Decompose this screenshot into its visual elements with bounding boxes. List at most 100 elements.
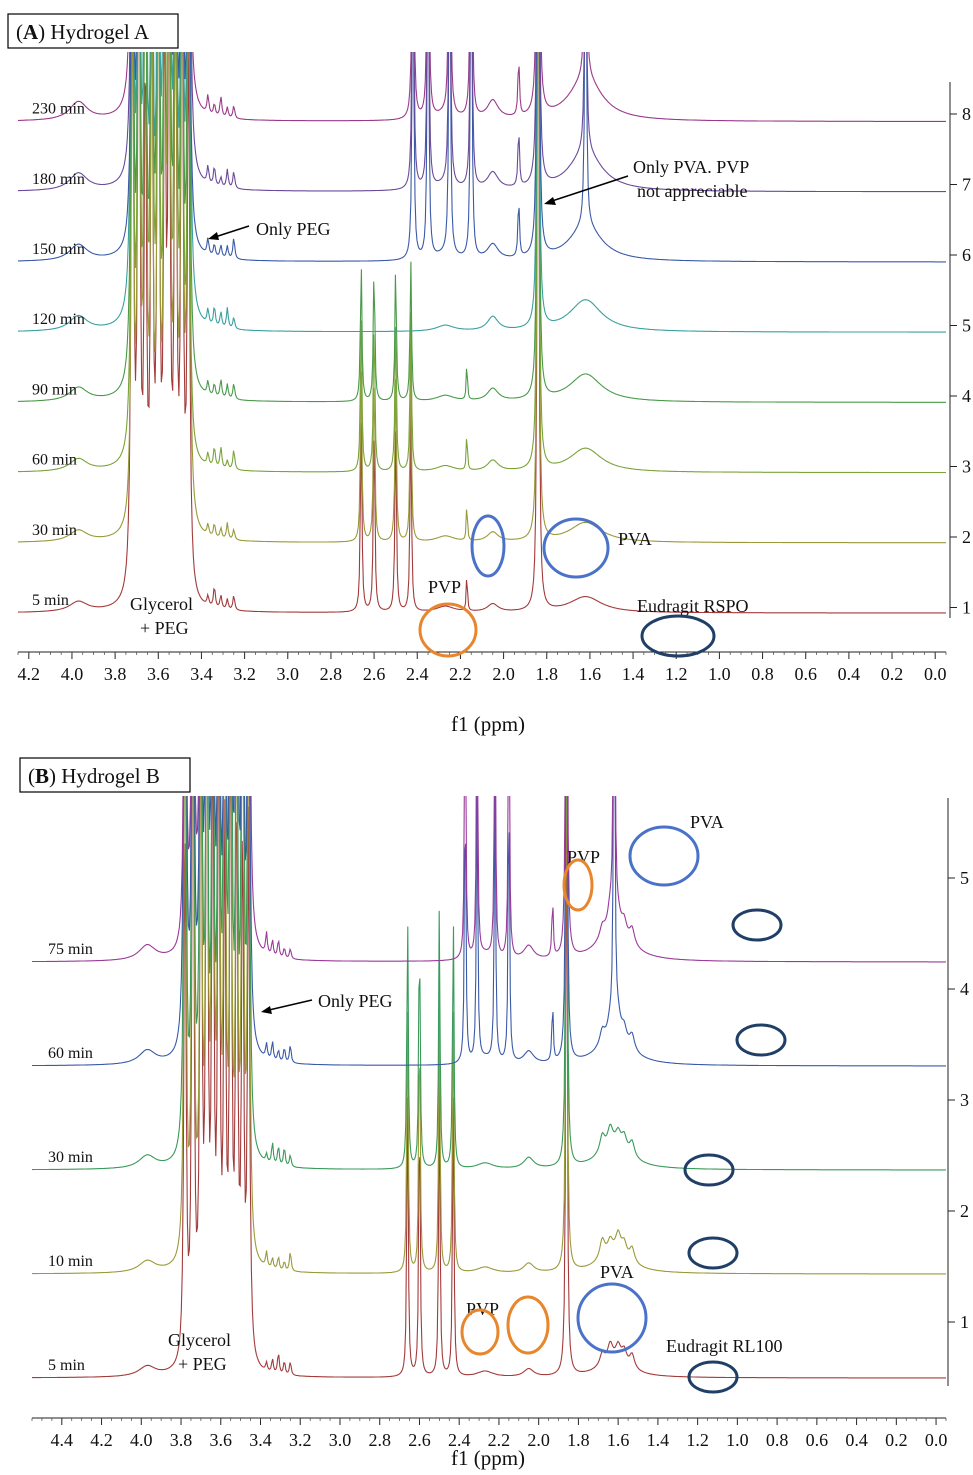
eudragit-circle-b-5 [687,1360,739,1394]
panel-b-spectra [32,796,946,1379]
panel-b: (B) Hydrogel B 4.4 4.2 4.0 3.8 3.6 3.4 3.2 3.0 2… [19,757,969,1470]
spectrum-line-a-6 [18,52,946,263]
y-tick-label: 4 [962,386,971,406]
x-tick-label: 0.6 [806,1430,829,1450]
x-tick-label: 3.0 [277,664,300,684]
x-tick-label: 0.8 [766,1430,789,1450]
annotation-glycerol-a: Glycerol [130,594,193,614]
panel-a-title-box [7,13,179,49]
x-tick-label: 0.0 [924,664,947,684]
x-tick-label: 4.0 [130,1430,153,1450]
x-tick-label: 4.2 [90,1430,113,1450]
x-tick-label: 1.0 [708,664,731,684]
annotation-peg-b: + PEG [178,1354,227,1374]
panel-a-y-ticks: 1 2 3 4 5 6 7 8 [950,104,971,618]
trace-label-a-6: 150 min [32,241,85,258]
x-tick-label: 1.2 [665,664,688,684]
x-tick-label: 1.4 [622,664,645,684]
x-tick-label: 3.2 [289,1430,312,1450]
x-tick-label: 3.8 [170,1430,193,1450]
panel-b-x-ticks: 4.4 4.2 4.0 3.8 3.6 3.4 3.2 3.0 2.8 2.6 2.4 2.2 2.0 1… [31,1418,947,1450]
panel-b-title-box [19,757,191,793]
arrow-only-peg [214,225,250,238]
trace-label-b-3: 30 min [48,1149,93,1166]
panel-a-spectra [18,52,946,614]
x-tick-label: 4.2 [18,664,41,684]
spectrum-line-a-1 [18,52,946,614]
eudragit-circle-b-30 [683,1153,735,1187]
x-tick-label: 2.8 [320,664,343,684]
spectrum-line-a-7 [18,52,946,193]
y-tick-label: 6 [962,245,971,265]
trace-label-a-4: 90 min [32,381,77,398]
y-tick-label: 3 [960,1090,969,1110]
y-tick-label: 2 [960,1201,969,1221]
x-tick-label: 3.4 [190,664,213,684]
arrow-only-pva [551,175,629,202]
annotation-glycerol-b: Glycerol [168,1330,231,1350]
trace-label-a-2: 30 min [32,522,77,539]
annotation-only-pva: Only PVA. PVP [633,157,749,177]
panel-a-x-ticks: 4.2 4.0 3.8 3.6 3.4 3.2 3.0 2.8 2.6 2.4 2.2 2.0 1.8 1… [18,652,947,684]
panel-a-title: (A) Hydrogel A [16,20,150,44]
x-tick-label: 1.0 [726,1430,749,1450]
y-tick-label: 7 [962,175,971,195]
spectrum-line-b-4 [32,796,946,1067]
panel-b-y-ticks: 1 2 3 4 5 [948,868,969,1332]
y-tick-label: 5 [962,316,971,336]
panel-b-x-label: f1 (ppm) [451,1446,525,1470]
x-tick-label: 2.6 [363,664,386,684]
spectrum-line-a-2 [18,52,946,544]
annotation-eudragit-rl100: Eudragit RL100 [666,1336,782,1356]
x-tick-label: 1.6 [579,664,602,684]
pva-circle-b-bottom [576,1282,648,1354]
x-tick-label: 0.8 [751,664,774,684]
spectrum-line-a-3 [18,52,946,474]
pvp-circle-b-top [562,858,594,912]
trace-label-a-5: 120 min [32,311,85,328]
x-tick-label: 2.0 [492,664,515,684]
x-tick-label: 0.2 [885,1430,908,1450]
x-tick-label: 2.4 [448,1430,471,1450]
x-tick-label: 0.6 [794,664,817,684]
annotation-eudragit-rspo: Eudragit RSPO [637,596,749,616]
x-tick-label: 2.6 [408,1430,431,1450]
annotation-pvp-a: PVP [428,577,461,597]
pva-circle-a-large [542,517,610,579]
x-tick-label: 2.4 [406,664,429,684]
annotation-only-peg: Only PEG [256,219,331,239]
trace-label-b-4: 60 min [48,1045,93,1062]
spectrum-line-b-1 [32,796,946,1379]
y-tick-label: 2 [962,527,971,547]
x-tick-label: 0.4 [838,664,861,684]
annotation-pva-a: PVA [618,529,652,549]
panel-a-trace-labels: 5 min 30 min 60 min 90 min 120 min 150 min 180… [32,101,85,609]
x-tick-label: 1.2 [686,1430,709,1450]
trace-label-a-7: 180 min [32,171,85,188]
annotation-pva-b-top: PVA [690,812,724,832]
pvp-circle-a [418,602,478,658]
spectrum-line-a-8 [18,52,946,122]
annotation-peg-a: + PEG [140,618,189,638]
eudragit-circle-b-60 [735,1023,787,1057]
pva-circle-a-small [470,514,506,578]
y-tick-label: 5 [960,868,969,888]
x-tick-label: 1.6 [607,1430,630,1450]
y-tick-label: 1 [960,1312,969,1332]
panel-b-trace-labels: 5 min 10 min 30 min 60 min 75 min [48,941,93,1374]
spectrum-line-b-5 [32,796,946,963]
x-tick-label: 3.2 [233,664,256,684]
eudragit-circle-a [640,614,716,658]
panel-b-title: (B) Hydrogel B [28,764,160,788]
trace-label-a-3: 60 min [32,452,77,469]
x-tick-label: 4.0 [61,664,84,684]
annotation-only-peg-b: Only PEG [318,991,393,1011]
y-tick-label: 4 [960,979,969,999]
x-tick-label: 0.4 [845,1430,868,1450]
trace-label-b-5: 75 min [48,941,93,958]
x-tick-label: 3.8 [104,664,127,684]
annotation-pva-b-bottom: PVA [600,1262,634,1282]
x-tick-label: 1.8 [535,664,558,684]
x-tick-label: 0.2 [881,664,904,684]
panel-a: (A) Hydrogel A 4.2 4.0 3.8 3.6 3.4 3.2 3.0 2.8 2… [7,13,971,736]
